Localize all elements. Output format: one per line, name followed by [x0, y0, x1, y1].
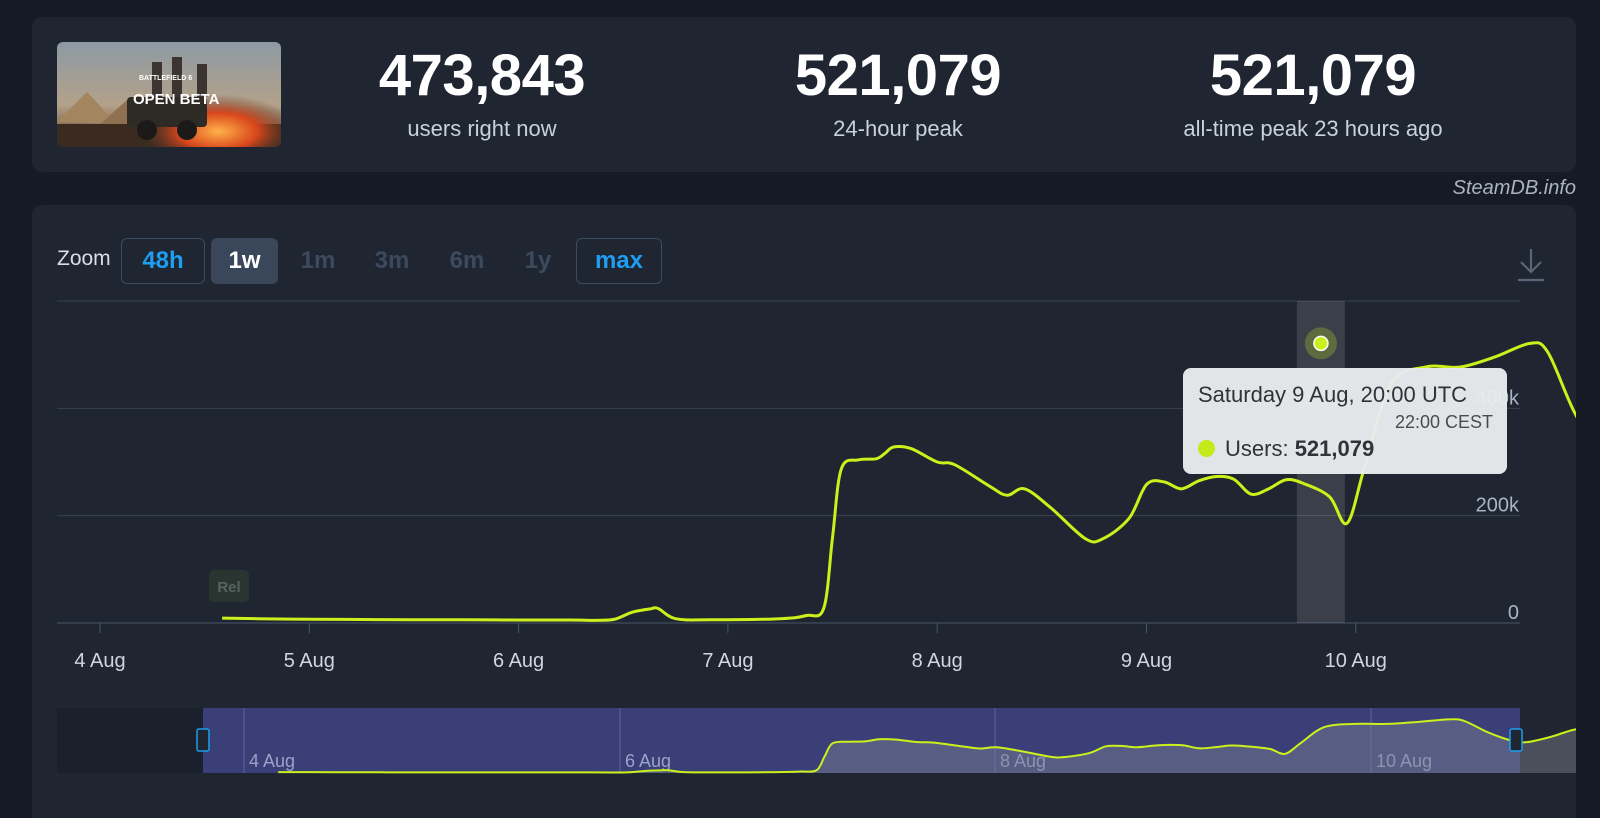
navigator-tick-label: 8 Aug [1000, 751, 1046, 771]
download-icon[interactable] [1516, 247, 1546, 283]
y-tick-label: 200k [1476, 495, 1520, 517]
zoom-button-1y[interactable]: 1y [524, 247, 552, 274]
tooltip-local-time: 22:00 CEST [1394, 412, 1493, 432]
x-tick-label: 5 Aug [284, 650, 335, 672]
thumb-title-line2: OPEN BETA [133, 91, 220, 108]
navigator-line [278, 718, 1576, 774]
x-tick-label: 8 Aug [912, 650, 963, 672]
zoom-button-48h[interactable]: 48h [121, 238, 205, 284]
zoom-button-max[interactable]: max [576, 238, 662, 284]
x-tick-label: 7 Aug [702, 650, 753, 672]
highlight-point [1313, 335, 1329, 352]
stats-card: BATTLEFIELD 6 OPEN BETA 473,843 users ri… [32, 17, 1576, 172]
zoom-button-6m[interactable]: 6m [449, 247, 485, 274]
x-tick-label: 4 Aug [74, 650, 125, 672]
current-players-value: 473,843 [378, 43, 586, 108]
x-tick-label: 10 Aug [1325, 650, 1387, 672]
release-marker-label: Rel [217, 579, 240, 596]
thumb-title-line1: BATTLEFIELD 6 [139, 75, 192, 82]
stat-current: 473,843 users right now [317, 42, 647, 142]
alltime-peak-value: 521,079 [1209, 43, 1417, 108]
zoom-label: Zoom [57, 247, 111, 270]
tooltip-value: 521,079 [1294, 436, 1375, 461]
navigator-area [278, 719, 1576, 773]
navigator-handle-right[interactable] [1509, 728, 1523, 752]
chart-card: Zoom 48h 1w 1m 3m 6m 1y max 0200k400k4 A… [32, 205, 1576, 818]
zoom-button-3m[interactable]: 3m [374, 247, 410, 274]
tooltip-date: Saturday 9 Aug, 20:00 UTC [1198, 382, 1468, 407]
tooltip-series-dot [1198, 440, 1215, 457]
peak-24h-label: 24-hour peak [833, 116, 963, 141]
series-line-users [222, 341, 1576, 622]
peak-24h-value: 521,079 [794, 43, 1002, 108]
chart-tooltip: Saturday 9 Aug, 20:00 UTC 22:00 CEST Use… [1183, 368, 1507, 474]
steamdb-watermark[interactable]: SteamDB.info [1452, 177, 1576, 199]
tooltip-users: Users: 521,079 [1225, 436, 1374, 462]
navigator-handle-left[interactable] [196, 728, 210, 752]
zoom-button-1m[interactable]: 1m [300, 247, 336, 274]
stat-alltime-peak: 521,079 all-time peak 23 hours ago [1148, 42, 1478, 142]
navigator-tick-label: 4 Aug [249, 751, 295, 771]
navigator-tick-label: 10 Aug [1376, 751, 1432, 771]
zoom-button-1w[interactable]: 1w [211, 238, 278, 284]
release-marker [209, 570, 249, 602]
y-tick-label: 0 [1508, 602, 1519, 624]
x-tick-label: 6 Aug [493, 650, 544, 672]
game-thumbnail[interactable]: BATTLEFIELD 6 OPEN BETA [57, 42, 281, 147]
current-players-label: users right now [407, 116, 557, 141]
tooltip-series-label: Users: [1225, 436, 1289, 461]
navigator-tick-label: 6 Aug [625, 751, 671, 771]
game-artwork: BATTLEFIELD 6 OPEN BETA [57, 42, 281, 147]
alltime-peak-label: all-time peak 23 hours ago [1183, 116, 1443, 141]
x-tick-label: 9 Aug [1121, 650, 1172, 672]
navigator-selection [203, 708, 1520, 773]
stat-24h-peak: 521,079 24-hour peak [733, 42, 1063, 142]
